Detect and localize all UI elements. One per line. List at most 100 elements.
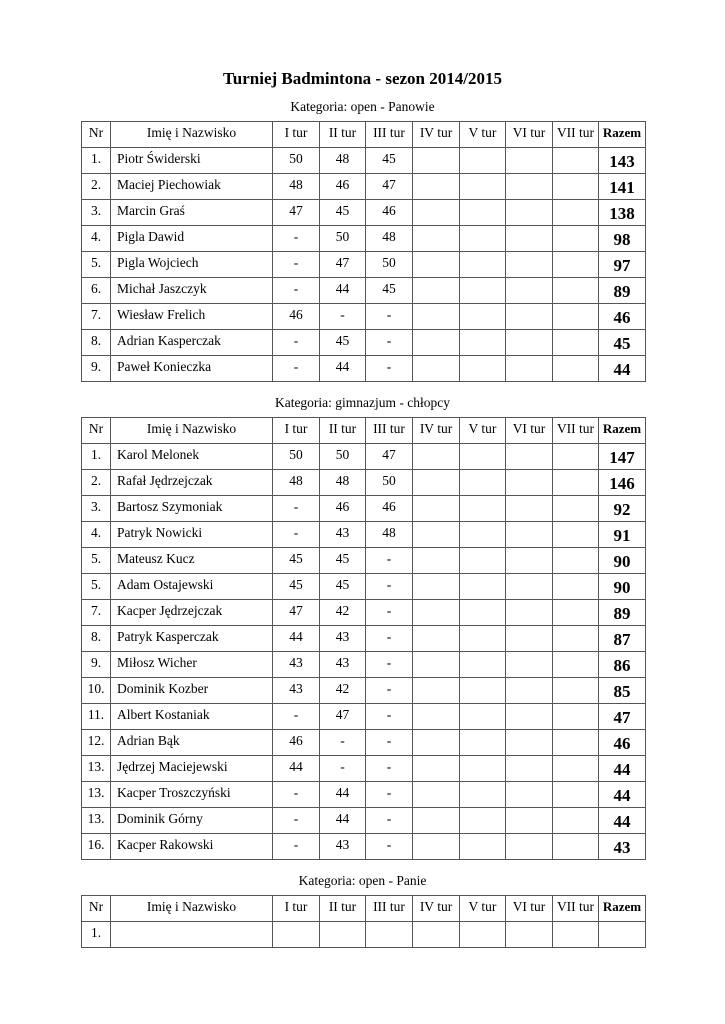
cell-round-2: 50 [319, 225, 366, 252]
cell-round-4 [412, 781, 460, 808]
cell-round-2: 48 [319, 469, 366, 496]
cell-round-6 [505, 677, 553, 704]
cell-round-2: 45 [319, 547, 366, 574]
cell-nr: 13. [81, 781, 111, 808]
cell-round-7 [552, 651, 599, 678]
cell-round-3: - [365, 677, 413, 704]
document-title: Turniej Badmintona - sezon 2014/2015 [223, 69, 502, 88]
table-row: 9. Paweł Konieczka -44-44 [81, 355, 646, 382]
table-row: 4. Patryk Nowicki -43 48 91 [81, 521, 646, 548]
cell-round-6 [505, 573, 553, 600]
cell-total: 44 [598, 807, 646, 834]
cell-name: Adam Ostajewski [110, 573, 273, 600]
cell-round-3: 45 [365, 277, 413, 304]
table-row: 13. Jędrzej Maciejewski 44- -44 [81, 755, 646, 782]
cell-round-7 [552, 277, 599, 304]
table-row: 3. Marcin Graś 47 45 46 138 [81, 199, 646, 226]
cell-round-7 [552, 729, 599, 756]
cell-round-3: - [365, 573, 413, 600]
cell-round-7 [552, 329, 599, 356]
cell-round-7 [552, 355, 599, 382]
header-round-1: I tur [272, 895, 320, 922]
cell-name: Adrian Kasperczak [110, 329, 273, 356]
cell-nr: 8. [81, 625, 111, 652]
cell-round-7 [552, 173, 599, 200]
cell-round-1: 48 [272, 173, 320, 200]
results-table-junior-boys: Nr Imię i Nazwisko I tur II tur III tur IV tu… [81, 417, 646, 860]
cell-round-1: - [272, 781, 320, 808]
cell-name: Paweł Konieczka [110, 355, 273, 382]
cell-name: Pigla Dawid [110, 225, 273, 252]
cell-name: Mateusz Kucz [110, 547, 273, 574]
cell-round-3: - [365, 729, 413, 756]
cell-total: 98 [598, 225, 646, 252]
cell-round-1: 45 [272, 547, 320, 574]
cell-round-4 [412, 277, 460, 304]
cell-round-1: - [272, 225, 320, 252]
header-round-2: II tur [319, 121, 366, 148]
cell-round-4 [412, 225, 460, 252]
cell-nr: 8. [81, 329, 111, 356]
cell-round-7 [552, 147, 599, 174]
cell-round-6 [505, 303, 553, 330]
cell-round-2 [319, 921, 366, 948]
cell-round-3: - [365, 625, 413, 652]
cell-name: Karol Melonek [110, 443, 273, 470]
cell-round-1 [272, 921, 320, 948]
header-row: Nr Imię i Nazwisko I tur II tur III tur IV tu… [81, 121, 646, 148]
cell-round-1: 45 [272, 573, 320, 600]
table-row: 1. Karol Melonek 50 50 47 147 [81, 443, 646, 470]
cell-total: 146 [598, 469, 646, 496]
cell-round-1: - [272, 355, 320, 382]
cell-round-6 [505, 469, 553, 496]
cell-round-4 [412, 729, 460, 756]
cell-round-4 [412, 599, 460, 626]
cell-round-6 [505, 625, 553, 652]
header-total: Razem [598, 121, 646, 148]
cell-nr: 11. [81, 703, 111, 730]
cell-total: 86 [598, 651, 646, 678]
cell-round-4 [412, 625, 460, 652]
cell-round-1: - [272, 833, 320, 860]
header-round-7: VII tur [552, 417, 599, 444]
cell-round-2: 43 [319, 651, 366, 678]
cell-round-7 [552, 755, 599, 782]
cell-total: 46 [598, 303, 646, 330]
cell-round-4 [412, 173, 460, 200]
cell-total: 147 [598, 443, 646, 470]
cell-round-6 [505, 599, 553, 626]
cell-round-3: 48 [365, 225, 413, 252]
cell-round-6 [505, 495, 553, 522]
cell-round-7 [552, 677, 599, 704]
cell-round-6 [505, 833, 553, 860]
cell-round-5 [459, 303, 506, 330]
cell-round-7 [552, 547, 599, 574]
cell-nr: 6. [81, 277, 111, 304]
header-round-1: I tur [272, 121, 320, 148]
header-round-6: VI tur [505, 121, 553, 148]
header-round-1: I tur [272, 417, 320, 444]
cell-total: 90 [598, 573, 646, 600]
cell-round-3 [365, 921, 413, 948]
cell-round-2: 47 [319, 251, 366, 278]
cell-round-7 [552, 495, 599, 522]
cell-round-3: 48 [365, 521, 413, 548]
cell-round-3: 46 [365, 495, 413, 522]
cell-name: Dominik Górny [110, 807, 273, 834]
cell-round-6 [505, 781, 553, 808]
cell-nr: 12. [81, 729, 111, 756]
cell-round-3: - [365, 355, 413, 382]
cell-round-7 [552, 921, 599, 948]
cell-nr: 7. [81, 599, 111, 626]
cell-nr: 3. [81, 199, 111, 226]
header-total: Razem [598, 895, 646, 922]
table-row: 13. Kacper Troszczyński -44-44 [81, 781, 646, 808]
cell-round-3: 47 [365, 173, 413, 200]
category-label: Kategoria: open - Panowie [290, 99, 435, 114]
cell-round-4 [412, 921, 460, 948]
cell-round-5 [459, 703, 506, 730]
cell-round-4 [412, 469, 460, 496]
header-round-3: III tur [365, 895, 413, 922]
cell-nr: 1. [81, 147, 111, 174]
